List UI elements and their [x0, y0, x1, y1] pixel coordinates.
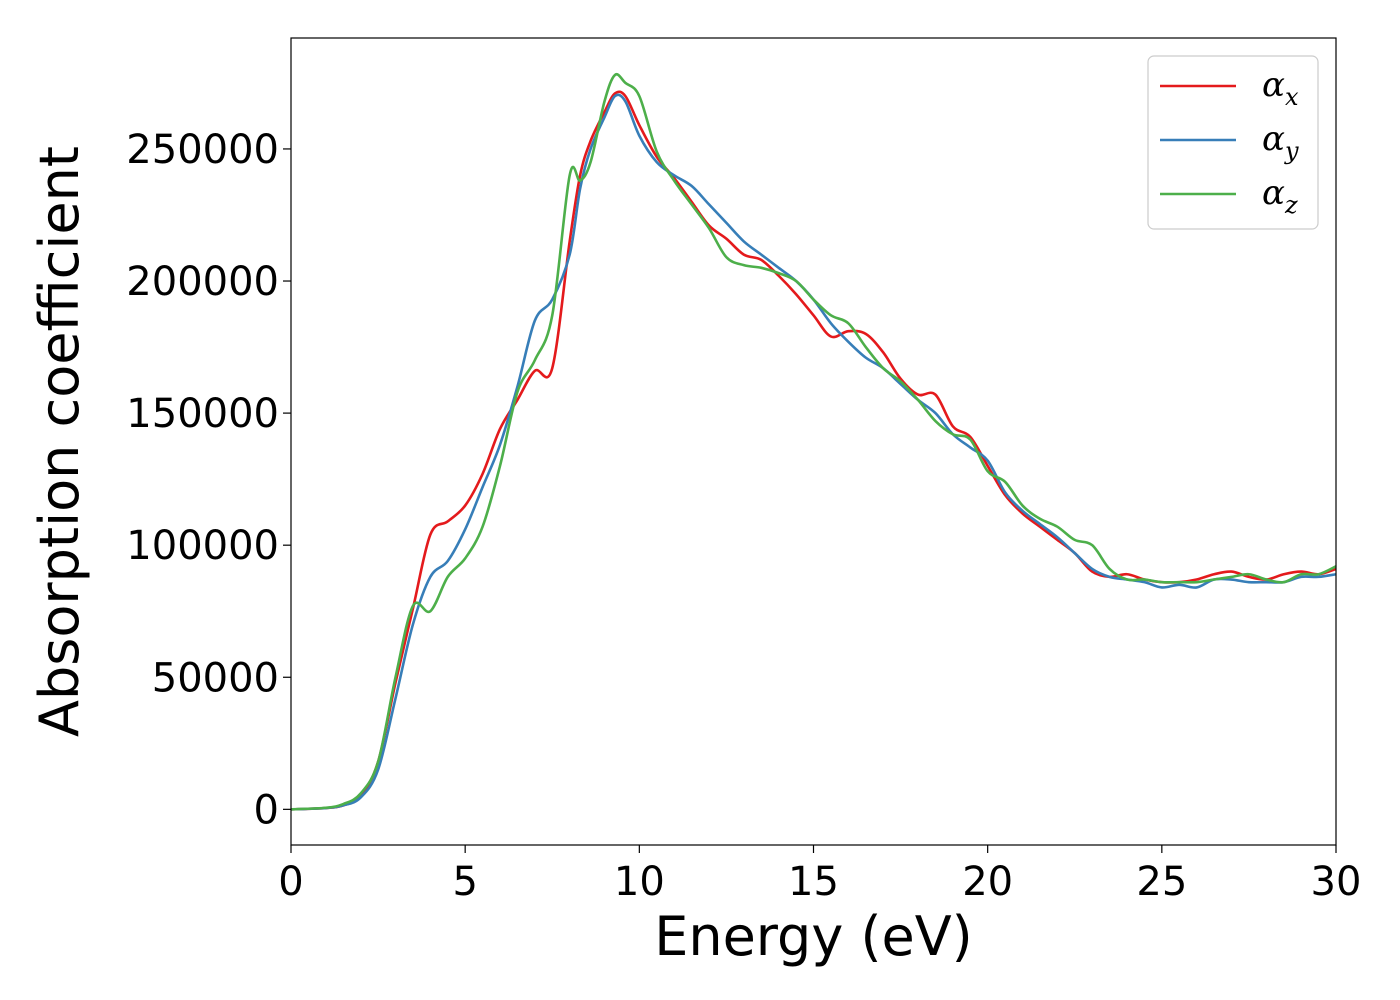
legend-label-z: αz — [1262, 173, 1298, 219]
x-tick-label: 10 — [614, 859, 665, 905]
y-tick-label: 50000 — [152, 655, 279, 701]
x-tick-label: 25 — [1136, 859, 1187, 905]
x-tick-label: 15 — [788, 859, 839, 905]
y-axis-label: Absorption coefficient — [28, 146, 91, 737]
x-tick-label: 5 — [452, 859, 477, 905]
x-tick-label: 20 — [962, 859, 1013, 905]
legend-label-y: αy — [1262, 119, 1299, 165]
y-tick-label: 200000 — [126, 259, 279, 305]
y-tick-label: 250000 — [126, 127, 279, 173]
legend-label-x: αx — [1262, 65, 1299, 111]
x-tick-label: 0 — [278, 859, 303, 905]
x-axis-label: Energy (eV) — [654, 905, 973, 968]
y-axis-ticks: 0 50000 100000 150000 200000 250000 — [126, 127, 291, 833]
x-axis-ticks: 0 5 10 15 20 25 30 — [278, 845, 1361, 905]
legend: αx αy αz — [1147, 55, 1319, 230]
series-line-z — [291, 72, 1336, 811]
y-tick-label: 100000 — [126, 523, 279, 569]
x-tick-label: 30 — [1311, 859, 1362, 905]
y-tick-label: 0 — [254, 787, 279, 833]
series-lines — [291, 72, 1336, 811]
legend-box — [1147, 55, 1319, 230]
y-tick-label: 150000 — [126, 391, 279, 437]
